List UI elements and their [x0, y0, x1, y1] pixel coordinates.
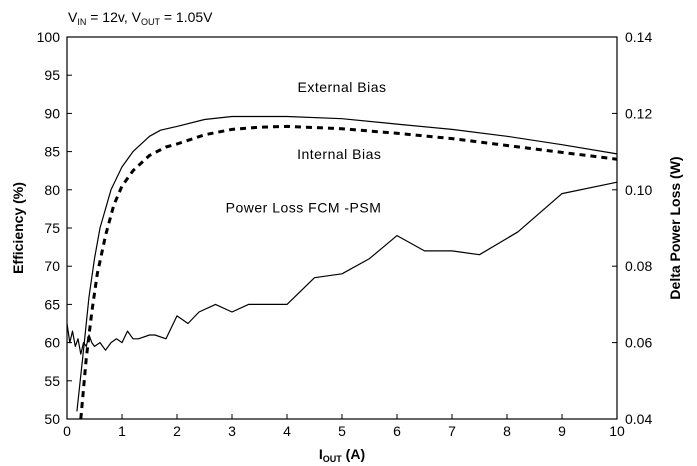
y2-tick-label: 0.10 [625, 182, 652, 198]
y-tick-label: 75 [44, 220, 60, 236]
series-line-powerloss [66, 181, 618, 355]
x-tick-label: 10 [609, 423, 625, 439]
annotation-label: Power Loss FCM -PSM [226, 200, 382, 216]
title-subscript-out: OUT [141, 17, 161, 27]
x-tick-label: 4 [283, 423, 291, 439]
series-line-external [76, 115, 618, 412]
y-tick-label: 65 [44, 296, 60, 312]
y-tick-label: 50 [44, 411, 60, 427]
x-tick-label: 5 [338, 423, 346, 439]
y2-tick-label: 0.08 [625, 258, 652, 274]
y-tick-label: 60 [44, 335, 60, 351]
y-axis-title: Efficiency (%) [10, 182, 26, 274]
y-tick-label: 70 [44, 258, 60, 274]
x-tick-label: 2 [173, 423, 181, 439]
series-lines [66, 115, 618, 420]
y2-axis-title: Delta Power Loss (W) [667, 156, 683, 299]
y-tick-label: 95 [44, 67, 60, 83]
x-tick-label: 0 [63, 423, 71, 439]
y-tick-label: 80 [44, 182, 60, 198]
x-tick-label: 7 [448, 423, 456, 439]
annotation-label: Internal Bias [297, 146, 381, 162]
y-tick-label: 55 [44, 373, 60, 389]
tick-labels: 0 1 2 3 4 5 6 7 8 9 10 50 55 60 65 70 75 80 85 90 95 100 0.04 0… [37, 29, 653, 439]
title-subscript-in: IN [77, 17, 86, 27]
y2-tick-label: 0.06 [625, 335, 652, 351]
y2-tick-label: 0.04 [625, 411, 652, 427]
y2-tick-label: 0.14 [625, 29, 652, 45]
annotations: External Bias Internal Bias Power Loss FCM… [226, 79, 387, 216]
x-axis-subscript: OUT [323, 454, 343, 464]
chart-title: VIN = 12v, VOUT = 1.05V [68, 9, 213, 27]
x-axis-title: IOUT (A) [319, 446, 365, 464]
x-tick-label: 3 [228, 423, 236, 439]
y-tick-label: 90 [44, 105, 60, 121]
x-tick-label: 9 [558, 423, 566, 439]
tick-marks [66, 36, 618, 420]
series-line-internal [79, 124, 618, 420]
x-tick-label: 8 [503, 423, 511, 439]
annotation-label: External Bias [298, 79, 387, 95]
y-tick-label: 100 [37, 29, 61, 45]
x-tick-label: 6 [393, 423, 401, 439]
y2-tick-label: 0.12 [625, 105, 652, 121]
x-tick-label: 1 [118, 423, 126, 439]
y-tick-label: 85 [44, 144, 60, 160]
